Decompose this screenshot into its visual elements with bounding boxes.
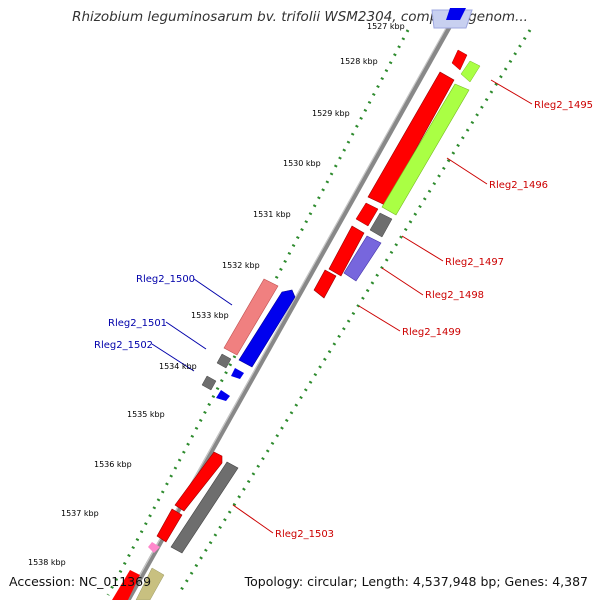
tick-label: 1534 kbp [159,362,197,371]
gene-rleg2-1503-feature[interactable] [112,451,239,600]
gene-rleg2-1496-feature[interactable] [367,71,470,216]
gene-rleg2-1500-feature[interactable] [223,278,296,368]
gene-rleg2-1502-feature[interactable] [201,375,230,401]
gene-rleg2-1497-feature[interactable] [355,202,393,238]
tick-label: 1530 kbp [283,159,321,168]
gene-label-rleg2-1496[interactable]: Rleg2_1496 [489,180,548,191]
tick-label: 1536 kbp [94,460,132,469]
gene-labels-right: Rleg2_1495 Rleg2_1496 Rleg2_1497 Rleg2_1… [275,100,593,540]
tick-label: 1538 kbp [28,558,66,567]
tick-label: 1528 kbp [340,57,378,66]
inner-ring-dots [176,29,532,596]
top-clipped-genes [431,8,473,29]
gene-label-rleg2-1495[interactable]: Rleg2_1495 [534,100,593,111]
gene-label-rleg2-1501[interactable]: Rleg2_1501 [108,318,167,329]
gene-labels-left: Rleg2_1500 Rleg2_1501 Rleg2_1502 [94,274,195,351]
genome-summary-text: Topology: circular; Length: 4,537,948 bp… [244,574,588,589]
gene-rleg2-1501-feature[interactable] [216,353,244,379]
gene-label-rleg2-1503[interactable]: Rleg2_1503 [275,529,334,540]
tick-label: 1527 kbp [367,22,405,31]
gene-label-rleg2-1499[interactable]: Rleg2_1499 [402,327,461,338]
gene-rleg2-1495-feature[interactable] [451,49,481,83]
gene-label-rleg2-1502[interactable]: Rleg2_1502 [94,340,153,351]
tick-label: 1535 kbp [127,410,165,419]
tick-label: 1531 kbp [253,210,291,219]
gene-label-rleg2-1498[interactable]: Rleg2_1498 [425,290,484,301]
tick-label: 1529 kbp [312,109,350,118]
leader-lines-left [151,278,233,372]
gene-rleg2-1498-feature[interactable] [328,225,382,282]
gene-label-rleg2-1500[interactable]: Rleg2_1500 [136,274,195,285]
map-title: Rhizobium leguminosarum bv. trifolii WSM… [72,9,528,25]
tick-label: 1533 kbp [191,311,229,320]
accession-text: Accession: NC_011369 [9,574,152,589]
leader-lines-right [232,79,533,534]
tick-label: 1532 kbp [222,261,260,270]
gene-label-rleg2-1497[interactable]: Rleg2_1497 [445,257,504,268]
coordinate-ticks: 1527 kbp 1528 kbp 1529 kbp 1530 kbp 1531… [28,22,405,567]
gene-rleg2-1499-feature[interactable] [313,269,337,299]
tick-label: 1537 kbp [61,509,99,518]
